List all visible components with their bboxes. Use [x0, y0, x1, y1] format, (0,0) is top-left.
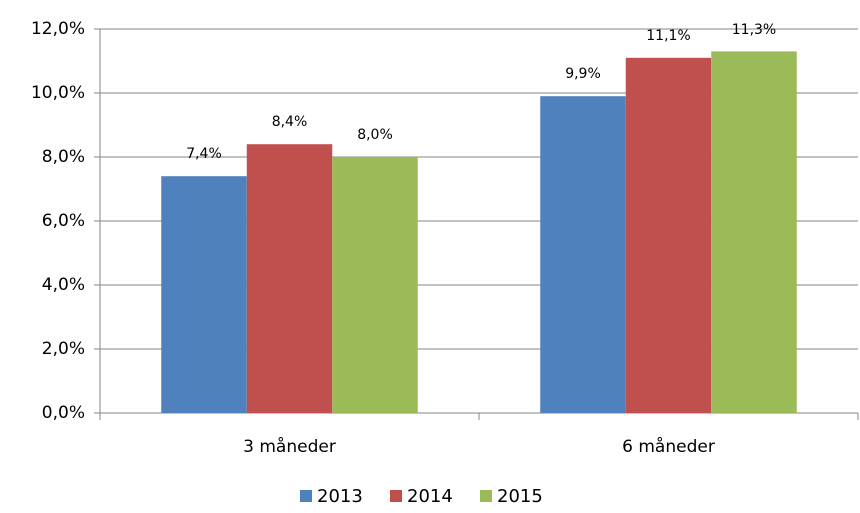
y-tick-label: 2,0%	[42, 339, 85, 359]
legend-swatch	[300, 490, 312, 502]
x-tick-label: 3 måneder	[243, 436, 336, 457]
y-tick-label: 0,0%	[42, 403, 85, 423]
bar	[332, 157, 418, 413]
bar	[540, 96, 626, 413]
legend-label: 2015	[497, 486, 543, 507]
y-tick-label: 8,0%	[42, 147, 85, 167]
bar	[246, 144, 333, 413]
value-label: 11,3%	[732, 22, 776, 38]
bar	[161, 176, 247, 413]
legend-swatch	[480, 490, 492, 502]
y-tick-label: 10,0%	[31, 83, 85, 103]
value-label: 11,1%	[646, 28, 690, 44]
legend-label: 2014	[407, 486, 453, 507]
value-label: 8,4%	[272, 114, 308, 130]
value-label: 7,4%	[186, 146, 222, 162]
y-tick-label: 6,0%	[42, 211, 85, 231]
legend-swatch	[390, 490, 402, 502]
value-label: 8,0%	[357, 127, 393, 143]
value-label: 9,9%	[565, 66, 601, 82]
bar	[711, 51, 797, 414]
y-tick-label: 4,0%	[42, 275, 85, 295]
legend-label: 2013	[317, 486, 363, 507]
bar	[625, 57, 712, 414]
y-tick-label: 12,0%	[31, 19, 85, 39]
x-tick-label: 6 måneder	[622, 436, 715, 457]
